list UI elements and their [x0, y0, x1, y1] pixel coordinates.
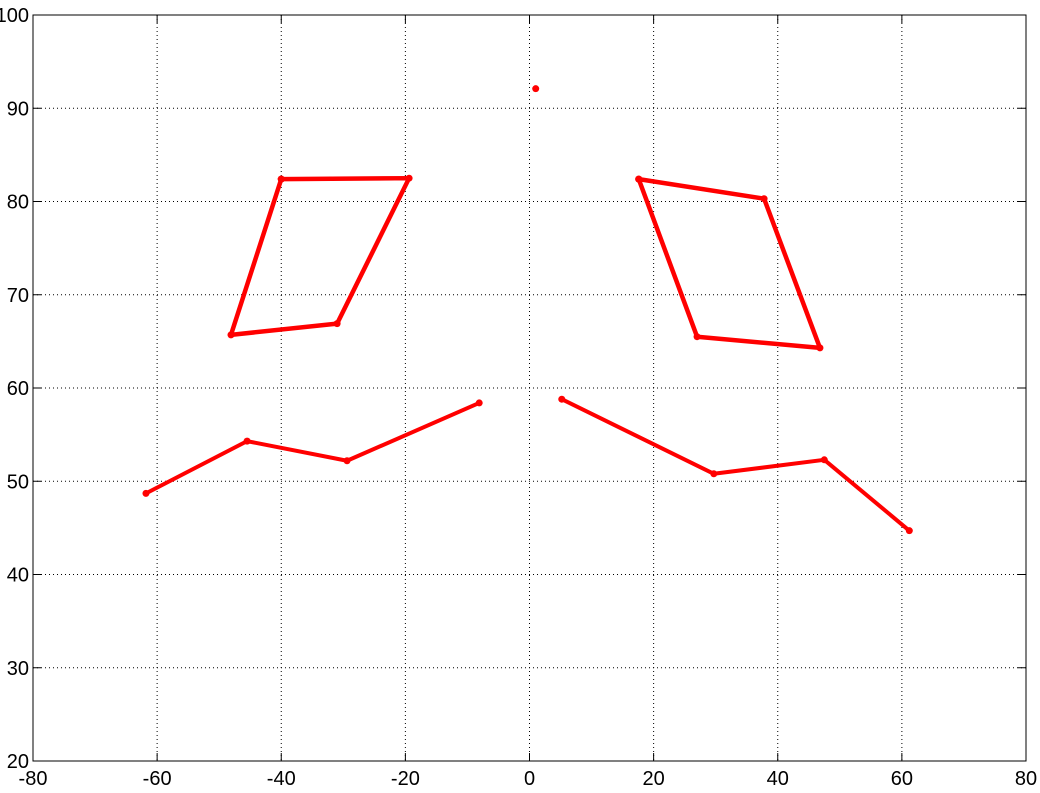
point-marker [243, 437, 251, 445]
x-tick-label: -80 [19, 768, 48, 790]
point-marker [475, 399, 483, 407]
point-marker [227, 331, 235, 339]
point-marker [820, 456, 828, 464]
point-marker [816, 344, 824, 352]
point-marker [343, 457, 351, 465]
plot-frame [32, 14, 1027, 762]
point-marker [710, 470, 718, 478]
y-tick-label: 60 [7, 378, 29, 400]
y-tick-label: 30 [7, 658, 29, 680]
y-tick-label: 100 [0, 5, 29, 27]
point-marker [635, 175, 643, 183]
y-tick-label: 70 [7, 285, 29, 307]
y-tick-label: 40 [7, 565, 29, 587]
x-tick-label: -60 [143, 768, 172, 790]
point-marker [333, 320, 341, 328]
y-tick-label: 90 [7, 98, 29, 120]
point-marker [405, 174, 413, 182]
point-marker [142, 489, 150, 497]
point-marker [532, 85, 540, 93]
x-tick-label: -40 [267, 768, 296, 790]
x-tick-label: 60 [891, 768, 913, 790]
point-marker [693, 333, 701, 341]
x-tick-label: 0 [524, 768, 535, 790]
point-marker [277, 175, 285, 183]
x-tick-label: 40 [767, 768, 789, 790]
y-tick-label: 50 [7, 471, 29, 493]
x-tick-label: 20 [643, 768, 665, 790]
point-marker [760, 195, 768, 203]
point-marker [905, 527, 913, 535]
x-tick-label: 80 [1015, 768, 1037, 790]
x-tick-label: -20 [391, 768, 420, 790]
point-marker [558, 395, 566, 403]
y-tick-label: 20 [7, 751, 29, 773]
y-tick-label: 80 [7, 192, 29, 214]
series-line [145, 397, 911, 533]
